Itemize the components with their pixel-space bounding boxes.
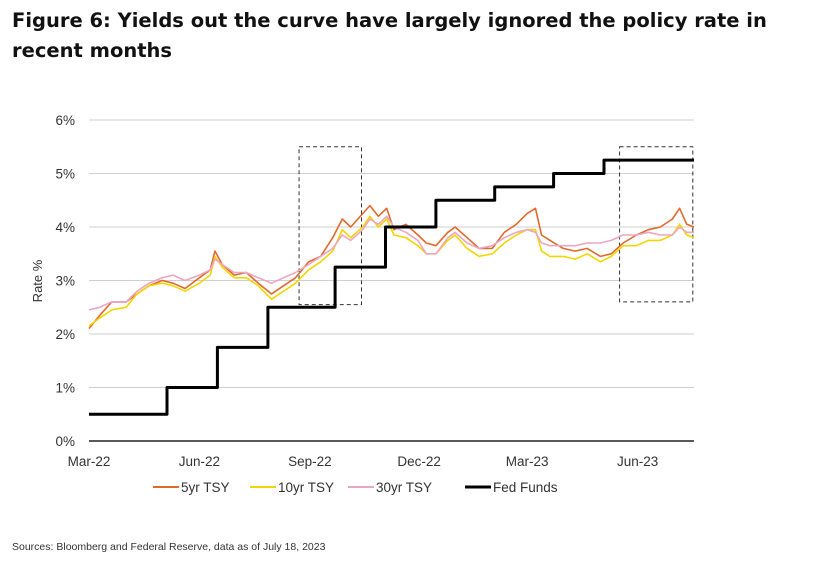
y-tick-label: 2% (55, 327, 75, 342)
highlight-box-2 (619, 146, 694, 303)
y-tick-label: 1% (55, 381, 75, 396)
legend-label-fed-funds: Fed Funds (493, 480, 558, 495)
chart-title: Figure 6: Yields out the curve have larg… (12, 9, 767, 62)
x-tick-labels: Mar-22 Jun-22 Sep-22 Dec-22 Mar-23 Jun-23 (68, 454, 659, 469)
x-tick-label: Mar-23 (506, 454, 549, 469)
series-line-fed-funds (89, 158, 694, 416)
y-tick-label: 0% (55, 434, 75, 449)
y-tick-label: 5% (55, 167, 75, 182)
series-line-10yr-tsy (88, 215, 695, 327)
legend-label-5yr-tsy: 5yr TSY (181, 480, 230, 495)
series-line-5yr-tsy (88, 204, 695, 330)
legend-label-10yr-tsy: 10yr TSY (278, 480, 334, 495)
y-tick-label: 3% (55, 274, 75, 289)
series-lines (88, 158, 695, 416)
y-axis-label: Rate % (30, 259, 45, 302)
x-tick-label: Jun-23 (617, 454, 658, 469)
y-tick-label: 4% (55, 220, 75, 235)
legend: 5yr TSY 10yr TSY 30yr TSY Fed Funds (153, 480, 558, 495)
highlight-boxes (298, 146, 694, 306)
legend-label-30yr-tsy: 30yr TSY (376, 480, 432, 495)
x-tick-label: Sep-22 (288, 454, 332, 469)
highlight-box-1 (298, 146, 362, 306)
source-note: Sources: Bloomberg and Federal Reserve, … (12, 541, 326, 553)
x-tick-label: Jun-22 (179, 454, 220, 469)
y-tick-labels: 0% 1% 2% 3% 4% 5% 6% (55, 113, 75, 449)
x-tick-label: Dec-22 (397, 454, 441, 469)
grid-lines (89, 119, 694, 388)
chart: 0%1%2%3%4%5%6% Mar-22 Jun-22 Sep-22 Dec-22 M… (30, 113, 695, 495)
x-tick-label: Mar-22 (68, 454, 111, 469)
y-tick-label: 6% (55, 113, 75, 128)
